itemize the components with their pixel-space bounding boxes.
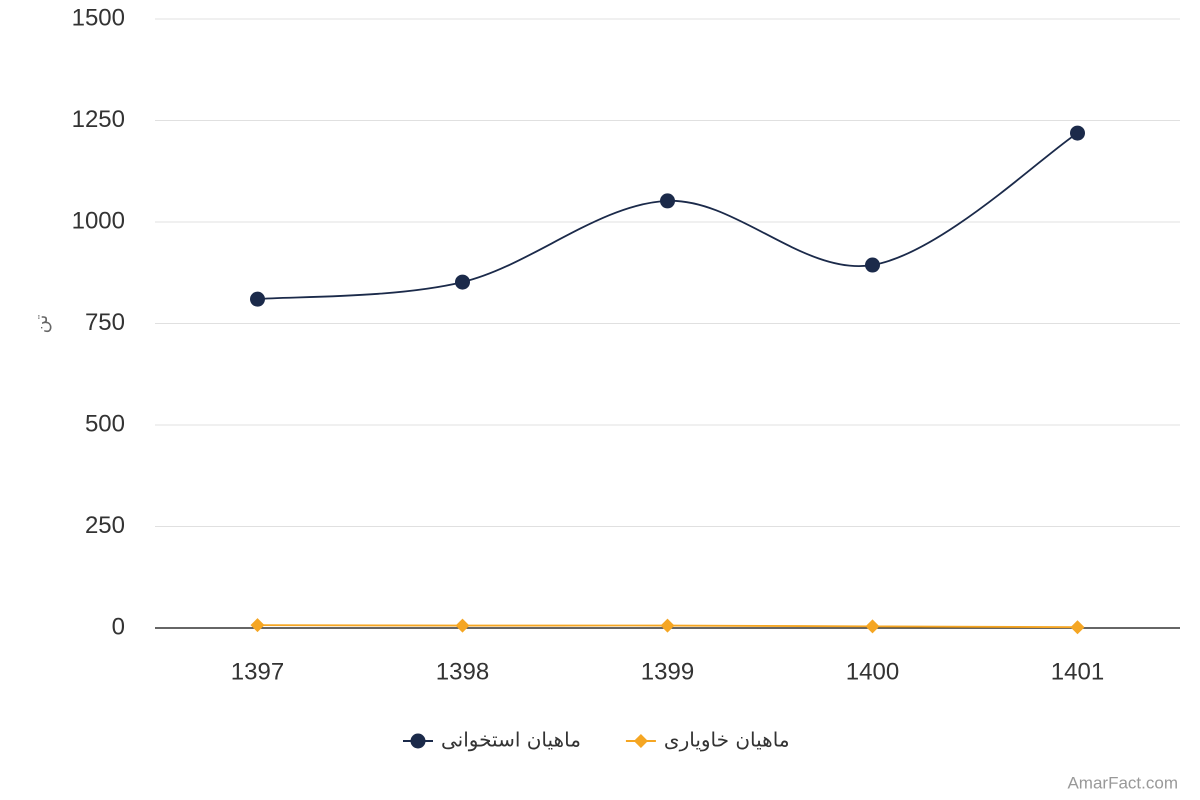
data-point [1070,620,1085,635]
y-tick-label: 1250 [72,106,125,133]
legend-label: ماهیان خاویاری [664,728,790,752]
legend-marker [410,733,426,749]
data-point [455,618,470,633]
x-tick-label: 1397 [231,658,284,685]
data-point [1070,125,1085,141]
y-tick-label: 1000 [72,207,125,234]
data-point [250,291,265,307]
data-point [865,619,880,634]
data-point [660,193,675,209]
x-tick-label: 1400 [846,658,899,685]
y-tick-label: 250 [85,512,125,539]
series-line [257,132,1078,301]
x-tick-label: 1401 [1051,658,1104,685]
y-axis-label: تن [31,315,52,334]
y-tick-label: 500 [85,410,125,437]
legend-marker [633,734,648,748]
legend-label: ماهیان استخوانی [441,728,581,752]
data-point [660,618,675,633]
data-point [250,618,265,633]
data-point [865,257,880,273]
x-tick-label: 1398 [436,658,489,685]
y-tick-label: 750 [85,309,125,336]
data-point [455,274,470,290]
y-tick-label: 0 [112,613,125,640]
watermark: AmarFact.com [1067,773,1178,792]
x-tick-label: 1399 [641,658,694,685]
y-tick-label: 1500 [72,4,125,31]
